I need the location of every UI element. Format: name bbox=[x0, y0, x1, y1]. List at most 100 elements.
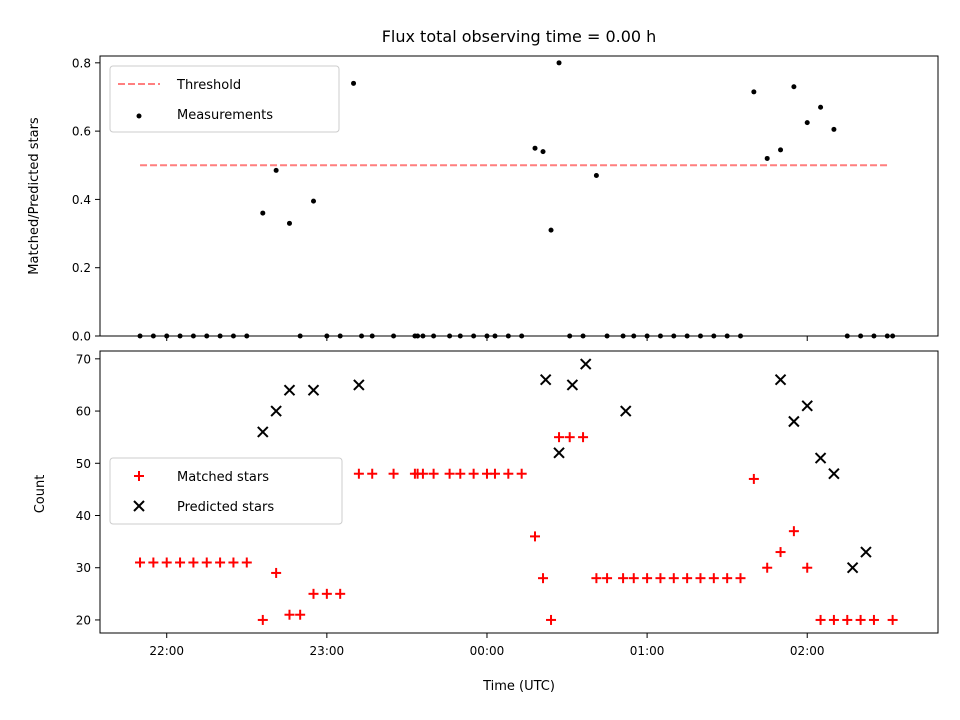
top-y-axis-label: Matched/Predicted stars bbox=[27, 117, 42, 275]
legend-measurements-label: Measurements bbox=[177, 108, 273, 123]
predicted-stars-point bbox=[788, 415, 800, 428]
y-tick-label: 40 bbox=[76, 509, 91, 523]
matched-stars-point bbox=[788, 526, 799, 537]
matched-stars-point bbox=[815, 614, 826, 625]
measurement-point bbox=[273, 167, 279, 173]
y-tick-label: 20 bbox=[76, 613, 91, 627]
y-tick-label: 0.6 bbox=[72, 125, 91, 139]
matched-stars-point bbox=[228, 557, 239, 568]
legend-matched-label: Matched stars bbox=[177, 470, 269, 485]
top-legend: Threshold Measurements bbox=[109, 65, 340, 133]
legend-predicted-swatch bbox=[133, 500, 145, 512]
measurement-point bbox=[791, 84, 797, 90]
matched-stars-point bbox=[468, 468, 479, 479]
matched-stars-point bbox=[516, 468, 527, 479]
matched-stars-point bbox=[762, 562, 773, 573]
predicted-stars-point bbox=[270, 405, 282, 417]
measurement-point bbox=[818, 104, 824, 110]
measurement-point bbox=[804, 120, 810, 126]
y-tick-label: 60 bbox=[76, 405, 91, 419]
matched-stars-point bbox=[175, 557, 186, 568]
legend-matched-swatch bbox=[134, 471, 144, 481]
predicted-stars-point bbox=[283, 384, 296, 396]
matched-stars-point bbox=[748, 473, 759, 484]
predicted-stars-point bbox=[566, 379, 579, 391]
predicted-stars-point bbox=[846, 562, 859, 574]
measurement-point bbox=[311, 198, 317, 204]
legend-threshold-label: Threshold bbox=[176, 78, 241, 93]
measurement-point bbox=[548, 227, 554, 233]
matched-stars-point bbox=[308, 588, 319, 599]
matched-stars-point bbox=[503, 468, 514, 479]
predicted-stars-point bbox=[860, 546, 872, 558]
matched-stars-point bbox=[602, 573, 613, 584]
y-tick-label: 0.0 bbox=[72, 330, 91, 344]
top-plot-frame bbox=[99, 55, 939, 337]
y-tick-label: 0.8 bbox=[72, 56, 91, 70]
matched-stars-point bbox=[353, 468, 364, 479]
bottom-y-axis-label: Count bbox=[33, 475, 48, 514]
matched-stars-point bbox=[708, 573, 719, 584]
matched-stars-point bbox=[682, 573, 693, 584]
chart-title: Flux total observing time = 0.00 h bbox=[382, 27, 657, 46]
matched-stars-point bbox=[628, 573, 639, 584]
matched-stars-point bbox=[367, 468, 378, 479]
x-axis-label: Time (UTC) bbox=[482, 679, 555, 694]
matched-stars-point bbox=[321, 588, 332, 599]
matched-stars-point bbox=[554, 432, 565, 443]
matched-stars-point bbox=[842, 614, 853, 625]
bottom-legend: Matched stars Predicted stars bbox=[109, 457, 343, 525]
matched-stars-point bbox=[887, 614, 898, 625]
predicted-stars-point bbox=[828, 468, 840, 480]
matched-stars-point bbox=[201, 557, 212, 568]
predicted-stars-point bbox=[774, 374, 787, 386]
measurement-point bbox=[751, 89, 757, 95]
matched-stars-point bbox=[428, 468, 439, 479]
matched-stars-point bbox=[135, 557, 146, 568]
predicted-stars-point bbox=[353, 379, 365, 391]
matched-stars-point bbox=[417, 468, 428, 479]
matched-stars-point bbox=[642, 573, 653, 584]
y-tick-label: 70 bbox=[76, 352, 91, 366]
measurement-point bbox=[532, 145, 538, 151]
measurement-point bbox=[831, 126, 837, 132]
matched-stars-point bbox=[271, 567, 282, 578]
predicted-stars-point bbox=[307, 384, 320, 396]
matched-stars-point bbox=[828, 614, 839, 625]
x-tick-label: 00:00 bbox=[470, 644, 505, 658]
top-panel: 0.00.20.40.60.8 Matched/Predicted stars … bbox=[27, 55, 939, 344]
matched-stars-point bbox=[148, 557, 159, 568]
matched-stars-point bbox=[388, 468, 399, 479]
matched-stars-point bbox=[655, 573, 666, 584]
matched-stars-point bbox=[284, 609, 295, 620]
matched-stars-point bbox=[775, 547, 786, 558]
x-tick-label: 02:00 bbox=[790, 644, 825, 658]
measurement-point bbox=[260, 210, 266, 216]
matched-stars-point bbox=[444, 468, 455, 479]
y-tick-label: 50 bbox=[76, 457, 91, 471]
matched-stars-point bbox=[735, 573, 746, 584]
matched-stars-point bbox=[802, 562, 813, 573]
predicted-stars-point bbox=[620, 405, 632, 417]
matched-stars-point bbox=[530, 531, 541, 542]
predicted-stars-point bbox=[814, 452, 827, 464]
matched-stars-point bbox=[257, 614, 268, 625]
matched-stars-point bbox=[668, 573, 679, 584]
y-tick-label: 30 bbox=[76, 561, 91, 575]
y-tick-label: 0.4 bbox=[72, 193, 91, 207]
measurement-point bbox=[540, 149, 546, 155]
bottom-plot-frame bbox=[99, 350, 939, 634]
matched-stars-point bbox=[295, 609, 306, 620]
matched-stars-point bbox=[695, 573, 706, 584]
predicted-stars-point bbox=[801, 400, 813, 412]
predicted-stars-point bbox=[580, 358, 592, 370]
measurement-point bbox=[778, 147, 784, 153]
matched-stars-point bbox=[868, 614, 879, 625]
x-tick-label: 22:00 bbox=[149, 644, 184, 658]
bottom-panel: 22:00 23:00 00:00 01:00 02:00 20 30 40 50 60 70 Co… bbox=[33, 350, 939, 694]
matched-stars-point bbox=[335, 588, 346, 599]
matched-stars-point bbox=[591, 573, 602, 584]
predicted-stars-point bbox=[257, 426, 269, 438]
legend-predicted-label: Predicted stars bbox=[177, 500, 274, 515]
measurement-point bbox=[351, 80, 357, 86]
